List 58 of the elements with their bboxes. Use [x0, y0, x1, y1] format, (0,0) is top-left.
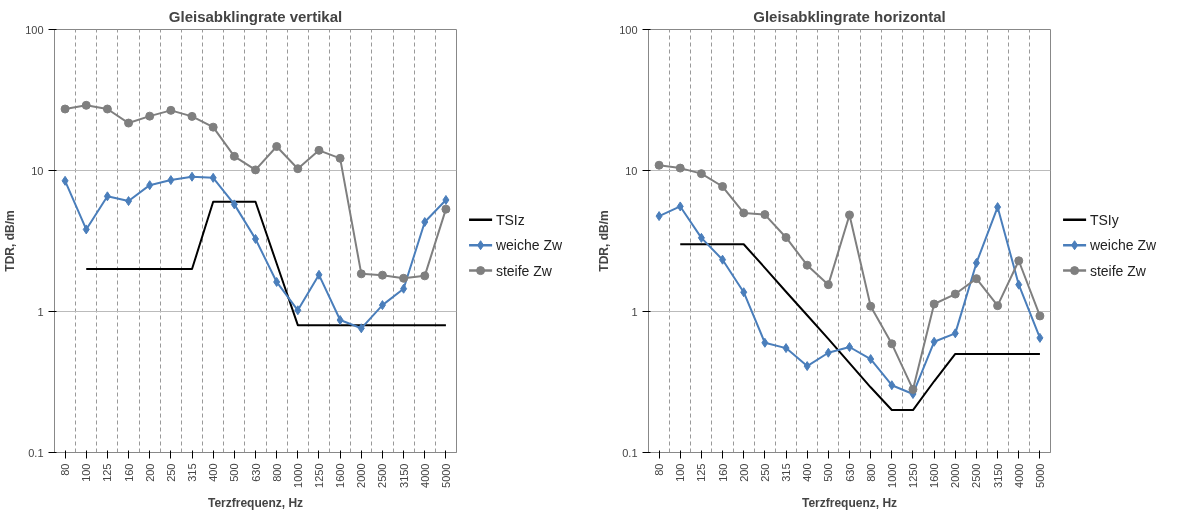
- legend-label: weiche Zw: [1088, 237, 1157, 254]
- x-tick-label: 1000: [291, 463, 304, 488]
- x-tick-label: 100: [674, 463, 687, 482]
- y-axis-title: TDR, dB/m: [3, 210, 18, 272]
- x-tick-label: 1600: [334, 463, 347, 488]
- y-tick-label: 100: [619, 23, 638, 36]
- chart-title: Gleisabklingrate horizontal: [753, 7, 946, 25]
- x-tick-label: 3150: [991, 463, 1004, 488]
- x-tick-label: 4000: [1012, 463, 1025, 488]
- x-tick-label: 100: [80, 463, 93, 482]
- x-tick-label: 1250: [906, 463, 919, 488]
- x-tick-label: 200: [737, 463, 750, 482]
- x-tick-label: 160: [716, 463, 729, 482]
- x-tick-label: 5000: [439, 463, 452, 488]
- legend-label: weiche Zw: [494, 237, 563, 254]
- x-tick-label: 2500: [376, 463, 389, 488]
- x-tick-label: 200: [143, 463, 156, 482]
- x-tick-label: 250: [758, 463, 771, 482]
- legend-label: TSIy: [1089, 211, 1119, 228]
- y-tick-label: 0.1: [622, 446, 638, 459]
- x-axis-title: Terzfrequenz, Hz: [207, 495, 304, 510]
- x-tick-label: 3150: [397, 463, 410, 488]
- x-tick-label: 400: [801, 463, 814, 482]
- x-tick-label: 630: [843, 463, 856, 482]
- x-tick-label: 630: [249, 463, 262, 482]
- legend-label: steife Zw: [495, 262, 553, 279]
- legend-label: TSIz: [495, 211, 525, 228]
- x-tick-label: 5000: [1033, 463, 1046, 488]
- y-axis-title: TDR, dB/m: [597, 210, 612, 272]
- x-tick-label: 500: [822, 463, 835, 482]
- y-tick-label: 100: [25, 23, 44, 36]
- x-tick-label: 125: [695, 463, 708, 482]
- x-tick-label: 160: [122, 463, 135, 482]
- y-tick-label: 10: [31, 164, 44, 177]
- x-tick-label: 2000: [355, 463, 368, 488]
- x-tick-label: 1000: [885, 463, 898, 488]
- x-tick-label: 2500: [970, 463, 983, 488]
- x-tick-label: 80: [59, 463, 72, 476]
- x-tick-label: 315: [780, 463, 793, 482]
- x-tick-label: 800: [864, 463, 877, 482]
- x-tick-label: 250: [164, 463, 177, 482]
- x-tick-label: 1600: [928, 463, 941, 488]
- y-tick-label: 10: [625, 164, 638, 177]
- chart-title: Gleisabklingrate vertikal: [168, 7, 343, 25]
- x-tick-label: 4000: [418, 463, 431, 488]
- y-tick-label: 1: [631, 305, 638, 318]
- x-tick-label: 2000: [949, 463, 962, 488]
- x-tick-label: 315: [186, 463, 199, 482]
- x-tick-label: 1250: [312, 463, 325, 488]
- y-tick-label: 1: [37, 305, 44, 318]
- x-tick-label: 800: [270, 463, 283, 482]
- y-tick-label: 0.1: [28, 446, 44, 459]
- x-tick-label: 125: [101, 463, 114, 482]
- x-tick-label: 500: [228, 463, 241, 482]
- x-tick-label: 400: [207, 463, 220, 482]
- legend-label: steife Zw: [1089, 262, 1147, 279]
- x-axis-title: Terzfrequenz, Hz: [801, 495, 898, 510]
- x-tick-label: 80: [653, 463, 666, 476]
